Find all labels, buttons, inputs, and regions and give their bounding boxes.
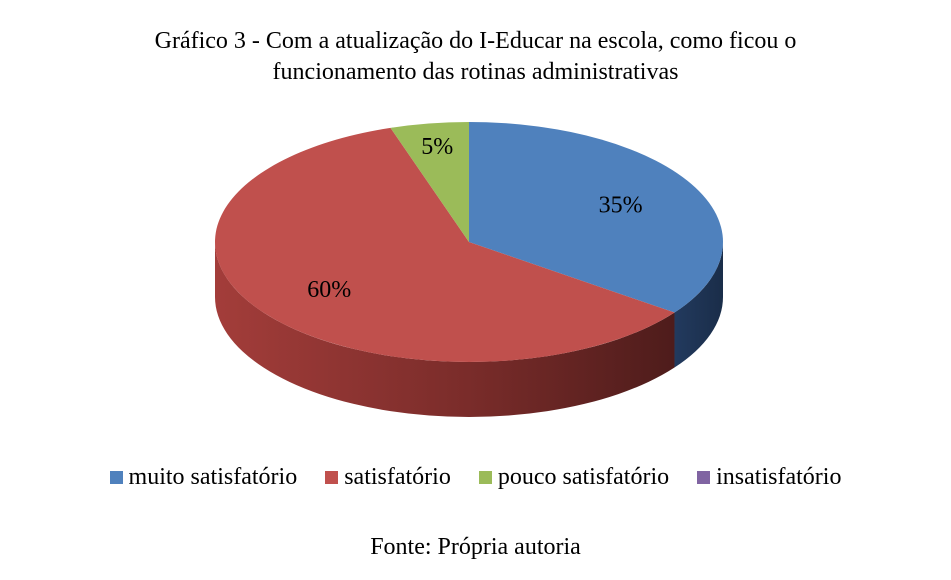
data-label-satisfatorio: 60% xyxy=(307,277,351,303)
chart-title-line-1: Gráfico 3 - Com a atualização do I-Educa… xyxy=(154,28,797,54)
data-label-pouco-satisfatorio: 5% xyxy=(421,134,453,160)
pie-tops xyxy=(215,122,723,362)
source-note: Fonte: Própria autoria xyxy=(370,534,581,560)
legend-swatch xyxy=(478,470,492,484)
legend-label: insatisfatório xyxy=(716,463,842,490)
pie-side-muito-satisfatorio xyxy=(674,242,723,368)
pie-slice-pouco-satisfatorio xyxy=(390,122,469,242)
legend-item-muito-satisfatorio: muito satisfatório xyxy=(109,463,298,491)
legend: muito satisfatório satisfatório pouco sa… xyxy=(0,460,951,494)
pie-chart: 35% 60% 5% xyxy=(215,122,723,417)
legend-swatch xyxy=(109,470,123,484)
chart-title-line-2: funcionamento das rotinas administrativa… xyxy=(272,59,679,85)
legend-item-satisfatorio: satisfatório xyxy=(325,464,451,491)
legend-item-insatisfatorio: insatisfatório xyxy=(697,464,841,491)
legend-swatch xyxy=(325,470,339,484)
legend-swatch xyxy=(697,470,711,484)
legend-item-pouco-satisfatorio: pouco satisfatório xyxy=(478,463,670,491)
legend-label: satisfatório xyxy=(344,463,451,490)
pie-sides xyxy=(215,242,723,417)
pie-labels: 35% 60% 5% xyxy=(307,134,642,303)
data-label-muito-satisfatorio: 35% xyxy=(599,192,643,218)
legend-label: muito satisfatório xyxy=(128,463,298,490)
chart-title: Gráfico 3 - Com a atualização do I-Educa… xyxy=(0,26,951,88)
pie-side-satisfatorio xyxy=(215,242,675,417)
pie-slice-satisfatorio xyxy=(215,127,675,362)
legend-label: pouco satisfatório xyxy=(497,463,670,490)
pie-slice-muito-satisfatorio xyxy=(469,122,723,313)
